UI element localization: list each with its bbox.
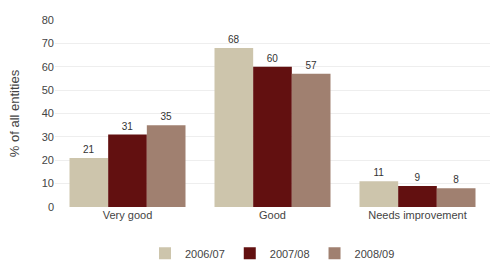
svg-text:80: 80 bbox=[42, 14, 54, 26]
svg-text:8: 8 bbox=[453, 174, 459, 185]
svg-text:2007/08: 2007/08 bbox=[270, 248, 310, 260]
svg-text:10: 10 bbox=[42, 177, 54, 189]
svg-text:70: 70 bbox=[42, 37, 54, 49]
svg-text:31: 31 bbox=[122, 121, 134, 132]
svg-text:11: 11 bbox=[373, 167, 384, 178]
svg-text:Good: Good bbox=[259, 209, 286, 221]
svg-text:20: 20 bbox=[42, 154, 54, 166]
svg-text:2006/07: 2006/07 bbox=[185, 248, 225, 260]
svg-text:68: 68 bbox=[228, 34, 240, 45]
svg-text:0: 0 bbox=[48, 201, 54, 213]
svg-text:35: 35 bbox=[160, 111, 172, 122]
svg-text:Needs improvement: Needs improvement bbox=[368, 209, 466, 221]
svg-text:60: 60 bbox=[267, 53, 279, 64]
svg-text:Very good: Very good bbox=[103, 209, 153, 221]
svg-text:50: 50 bbox=[42, 84, 54, 96]
svg-text:% of all entities: % of all entities bbox=[7, 69, 22, 157]
svg-text:40: 40 bbox=[42, 107, 54, 119]
svg-text:30: 30 bbox=[42, 131, 54, 143]
svg-text:21: 21 bbox=[83, 144, 95, 155]
svg-text:60: 60 bbox=[42, 61, 54, 73]
svg-text:2008/09: 2008/09 bbox=[355, 248, 395, 260]
svg-text:9: 9 bbox=[415, 172, 421, 183]
svg-text:57: 57 bbox=[305, 60, 317, 71]
